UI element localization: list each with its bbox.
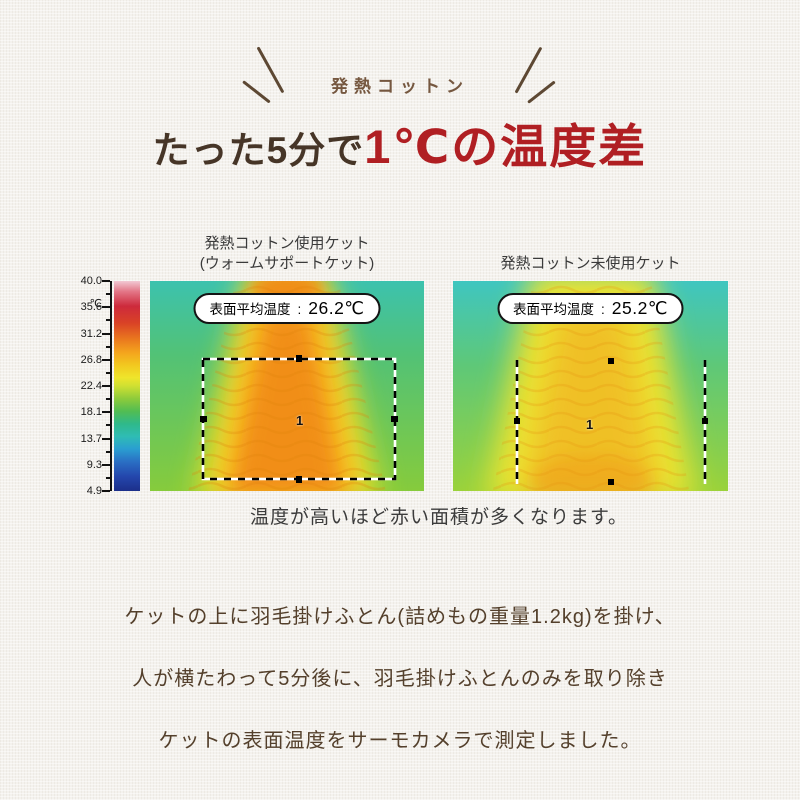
scale-tick [102, 332, 110, 335]
avg-temp-badge-left: 表面平均温度 : 26.2℃ [193, 293, 381, 324]
thermal-heatmap-right [453, 281, 728, 491]
scale-tick [102, 385, 110, 387]
scale-unit: ℃ [89, 298, 102, 310]
test-description: ケットの上に羽毛掛けふとん(詰めもの重量1.2kg)を掛け、 人が横たわって5分… [0, 600, 800, 786]
scale-tick-label: 26.8 [80, 353, 102, 366]
scale-tick [102, 411, 110, 414]
scale-tick-label: 18.1 [80, 406, 102, 419]
eyebrow-label: 発熱コットン [331, 77, 469, 96]
scale-minor-tick [106, 450, 110, 453]
scale-tick [102, 358, 110, 361]
avg-temp-label: 表面平均温度 [513, 302, 595, 317]
avg-temp-value: 25.2℃ [611, 298, 668, 318]
scale-tick [102, 437, 110, 440]
scale-minor-tick [106, 424, 110, 427]
scale-minor-tick [106, 345, 110, 348]
scale-tick-label: 31.2 [80, 327, 102, 340]
scale-axis-line [110, 281, 112, 491]
color-scale-bar [114, 281, 140, 491]
title-prefix: たった5分で [152, 130, 365, 171]
scale-tick-label: 9.3 [86, 458, 102, 471]
temperature-scale: 40.0 ℃ 35.6 31.2 26.8 22.4 18.1 13.7 9.3… [64, 275, 140, 497]
title-highlight: 1℃の温度差 [364, 120, 648, 173]
scale-tick-label: 22.4 [80, 380, 102, 392]
left-image-label: 発熱コットン使用ケット (ウォームサポートケット) [150, 234, 424, 274]
scale-tick [102, 463, 110, 466]
page-title: たった5分で 1℃の温度差 [0, 108, 800, 177]
description-line: ケットの表面温度をサーモカメラで測定しました。 [158, 730, 642, 752]
avg-temp-separator: : [297, 302, 302, 317]
scale-tick-label: 13.7 [80, 432, 102, 445]
left-image-label-line1: 発熱コットン使用ケット [204, 235, 370, 252]
right-image-label-line1: 発熱コットン未使用ケット [500, 255, 681, 272]
measurement-roi-label: 1 [296, 413, 304, 428]
avg-temp-label: 表面平均温度 [209, 302, 291, 317]
avg-temp-value: 26.2℃ [308, 298, 365, 318]
scale-minor-tick [106, 293, 110, 296]
thermal-image-with-cotton: 表面平均温度 : 26.2℃ 1 [150, 281, 424, 491]
scale-tick [102, 306, 110, 309]
scale-tick [102, 490, 110, 492]
scale-minor-tick [106, 476, 110, 479]
scale-tick [102, 280, 110, 282]
figure-caption: 温度が高いほど赤い面積が多くなります。 [249, 507, 629, 528]
thermal-image-without-cotton: 表面平均温度 : 25.2℃ 1 [453, 281, 728, 491]
scale-tick-label: 4.9 [86, 485, 102, 497]
scale-tick-label: 40.0 [80, 275, 102, 287]
description-line: ケットの上に羽毛掛けふとん(詰めもの重量1.2kg)を掛け、 [124, 606, 676, 628]
scale-tick-label: 35.6 [80, 301, 102, 314]
scale-minor-tick [106, 319, 110, 322]
avg-temp-badge-right: 表面平均温度 : 25.2℃ [497, 293, 684, 324]
left-image-label-line2: (ウォームサポートケット) [199, 255, 375, 272]
avg-temp-separator: : [601, 302, 605, 317]
right-image-label: 発熱コットン未使用ケット [453, 254, 728, 274]
scale-minor-tick [106, 371, 110, 374]
description-line: 人が横たわって5分後に、羽毛掛けふとんのみを取り除き [132, 668, 668, 690]
measurement-roi-label: 1 [586, 417, 594, 432]
scale-minor-tick [106, 398, 110, 401]
